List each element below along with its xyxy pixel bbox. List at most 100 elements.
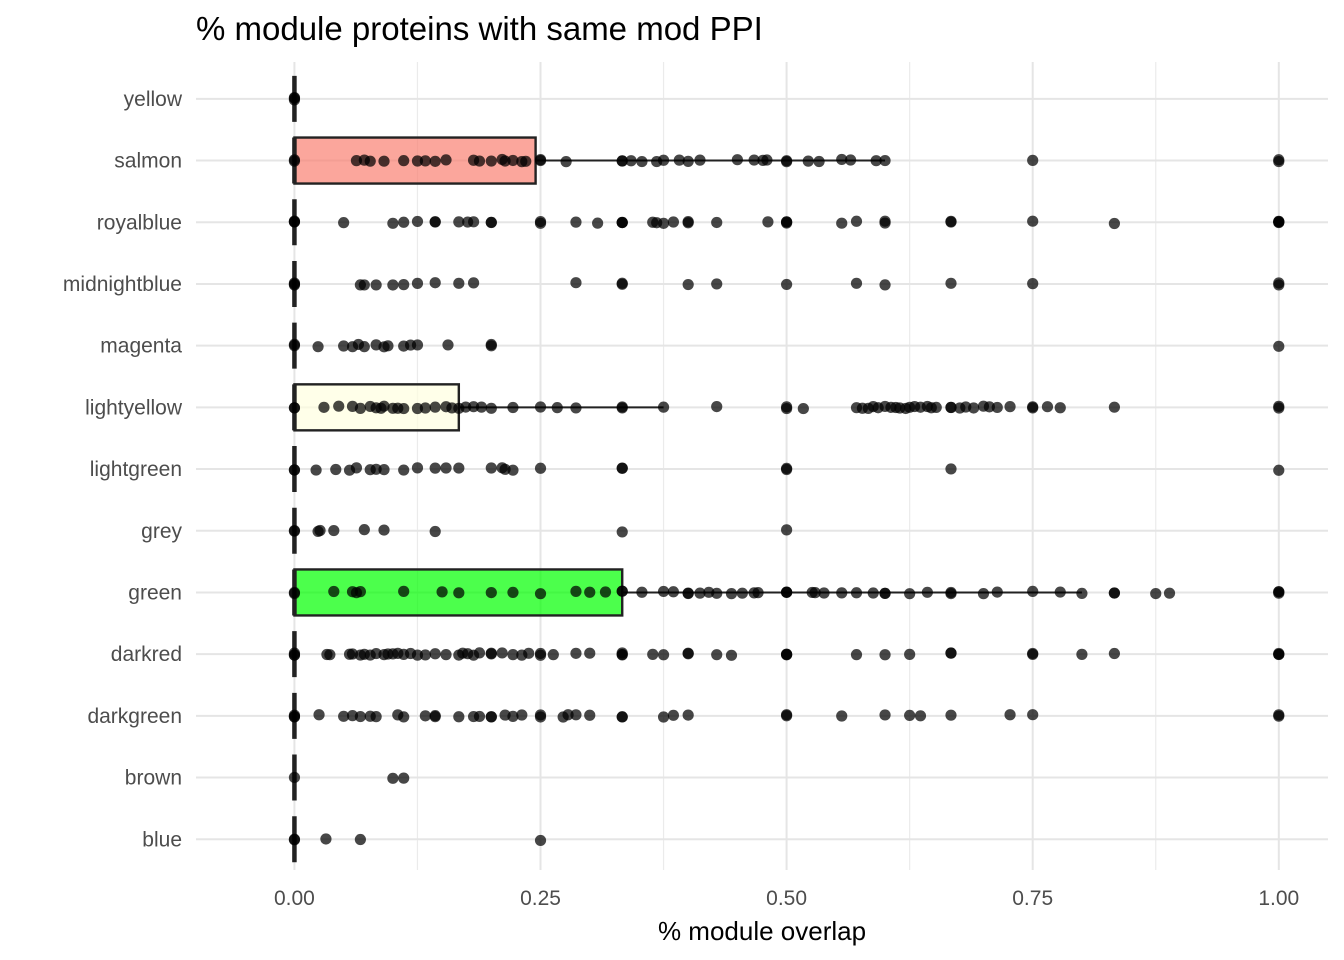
point-royalblue — [657, 217, 670, 229]
point-royalblue — [850, 215, 863, 227]
point-darkred — [485, 648, 497, 660]
point-darkred — [1108, 647, 1120, 660]
point-midnightblue — [453, 277, 465, 289]
point-royalblue — [616, 216, 628, 228]
point-darkgreen — [879, 709, 891, 721]
point-green — [485, 586, 497, 599]
y-tick-label-magenta: magenta — [100, 335, 182, 358]
point-darkgreen — [836, 710, 848, 722]
point-salmon — [520, 155, 532, 167]
point-darkgreen — [507, 710, 519, 722]
y-tick-label-grey: grey — [141, 520, 182, 543]
y-tick-label-salmon: salmon — [114, 150, 182, 173]
point-darkgreen — [1004, 709, 1016, 721]
x-tick-label: 0.00 — [274, 887, 315, 910]
y-tick-label-midnightblue: midnightblue — [63, 273, 182, 296]
point-darkred — [904, 648, 916, 660]
point-darkred — [657, 649, 670, 661]
y-tick-label-darkred: darkred — [111, 643, 182, 666]
point-royalblue — [398, 216, 410, 228]
point-green — [879, 587, 891, 599]
point-darkgreen — [453, 711, 465, 723]
point-lightyellow — [1108, 401, 1120, 413]
point-royalblue — [429, 216, 441, 228]
point-green — [1054, 586, 1066, 598]
point-blue — [534, 834, 547, 847]
point-green — [725, 588, 738, 600]
point-lightyellow — [781, 402, 793, 415]
point-green — [921, 586, 933, 598]
point-darkred — [616, 649, 628, 661]
point-lightgreen — [330, 463, 342, 476]
point-green — [1163, 587, 1176, 599]
point-green — [328, 585, 340, 598]
point-darkred — [682, 648, 694, 660]
point-grey — [314, 524, 326, 537]
point-brown — [288, 771, 301, 784]
point-blue — [320, 833, 332, 845]
point-darkred — [411, 649, 424, 661]
y-tick-label-yellow: yellow — [124, 88, 183, 111]
point-midnightblue — [370, 279, 382, 291]
point-darkred — [1027, 647, 1039, 660]
point-lightgreen — [485, 462, 497, 474]
point-midnightblue — [879, 279, 891, 291]
point-salmon — [682, 155, 694, 167]
point-green — [398, 585, 410, 597]
y-tick-label-lightyellow: lightyellow — [85, 396, 183, 419]
label-layer: 0.00 0.25 0.50 0.75 1.00 yellow salmon royalblu… — [63, 88, 1299, 910]
point-magenta — [442, 339, 454, 351]
point-darkred — [496, 647, 508, 659]
point-salmon — [870, 155, 882, 167]
point-lightyellow — [1004, 401, 1016, 413]
point-lightgreen — [507, 464, 519, 476]
point-lightgreen — [616, 462, 628, 474]
point-royalblue — [387, 217, 399, 229]
point-darkgreen — [781, 710, 793, 722]
point-layer — [288, 92, 1285, 847]
point-green — [904, 588, 916, 600]
point-midnightblue — [1027, 278, 1039, 290]
point-midnightblue — [1273, 277, 1285, 289]
point-darkred — [523, 647, 535, 659]
point-grey — [616, 526, 628, 538]
point-green — [570, 585, 582, 597]
point-green — [1108, 587, 1120, 599]
chart-title: % module proteins with same mod PPI — [196, 10, 763, 47]
point-green — [667, 586, 680, 598]
point-darkgreen — [945, 709, 957, 721]
point-lightyellow — [711, 400, 723, 413]
point-darkgreen — [398, 711, 410, 723]
point-salmon — [378, 155, 390, 167]
point-royalblue — [534, 217, 547, 229]
point-lightgreen — [288, 464, 301, 476]
point-lightyellow — [1041, 401, 1054, 413]
point-lightgreen — [370, 463, 382, 475]
point-royalblue — [453, 216, 465, 228]
point-darkred — [647, 648, 659, 660]
point-green — [507, 586, 519, 599]
point-darkgreen — [419, 710, 431, 722]
point-darkgreen — [516, 709, 528, 721]
point-lightyellow — [945, 401, 957, 413]
point-lightyellow — [1027, 401, 1039, 413]
y-tick-label-green: green — [128, 581, 182, 604]
point-magenta — [338, 340, 350, 352]
point-royalblue — [288, 216, 301, 228]
point-salmon — [507, 154, 519, 167]
point-salmon — [748, 154, 760, 166]
point-green — [534, 588, 547, 600]
point-green — [616, 585, 628, 597]
point-salmon — [694, 154, 706, 166]
point-darkgreen — [534, 711, 547, 723]
point-green — [599, 586, 612, 598]
point-green — [1273, 587, 1285, 599]
point-darkgreen — [354, 710, 366, 723]
point-lightyellow — [570, 402, 582, 414]
point-lightyellow — [467, 401, 480, 413]
point-darkred — [850, 649, 863, 661]
point-salmon — [440, 154, 452, 166]
point-lightyellow — [475, 401, 488, 413]
point-royalblue — [682, 216, 694, 228]
point-grey — [429, 525, 441, 538]
